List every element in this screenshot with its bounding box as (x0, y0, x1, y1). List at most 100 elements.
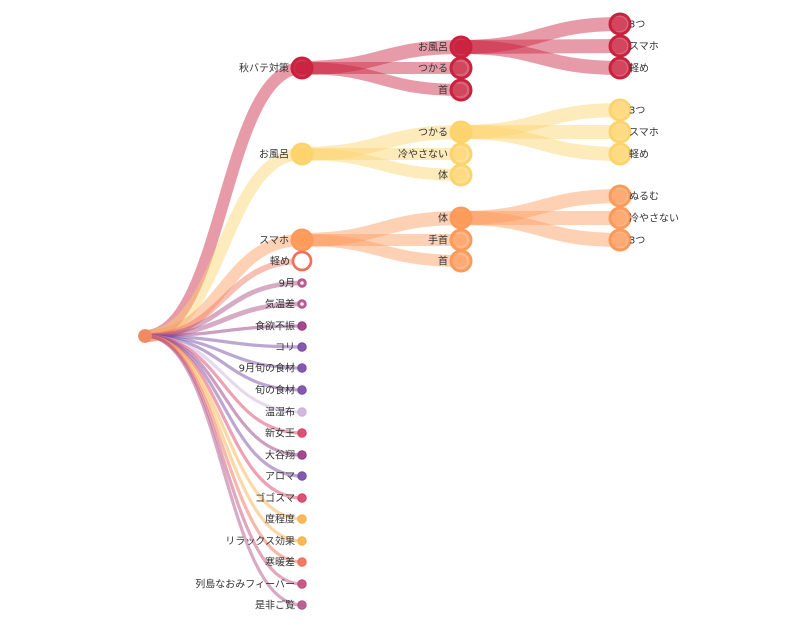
level3-node-2-0-0[interactable]: ぬるむ (608, 184, 659, 208)
level3-node-1-0-2[interactable]: 軽め (608, 142, 649, 166)
level1-node-5-dot-center (300, 302, 304, 306)
level1-node-1[interactable]: お風呂 (259, 142, 314, 166)
level1-node-7-label: コリ (275, 343, 295, 354)
level1-node-15[interactable]: 度程度 (265, 513, 307, 526)
level1-node-4-dot-center (300, 281, 304, 285)
level1-node-14[interactable]: ゴゴスマ (255, 492, 307, 505)
level2-node-1-2-dot[interactable] (449, 163, 473, 187)
level3-node-1-0-1[interactable]: スマホ (608, 120, 659, 144)
level2-node-2-1[interactable]: 手首 (428, 228, 473, 252)
level1-node-16-dot[interactable] (297, 536, 307, 546)
level1-node-0-dot[interactable] (290, 56, 314, 80)
level1-node-16-label: リラックス効果 (225, 535, 295, 548)
level3-node-2-0-2-dot[interactable] (608, 228, 632, 252)
level1-node-18-dot[interactable] (297, 579, 307, 589)
level1-node-8[interactable]: 9月旬の食材 (239, 362, 307, 375)
level2-node-1-0[interactable]: つかる (418, 120, 473, 144)
link-l1-0-2 (296, 62, 467, 96)
level1-node-10-label: 温湿布 (265, 407, 295, 419)
level1-node-0[interactable]: 秋バテ対策 (239, 56, 314, 80)
level1-node-13[interactable]: アロマ (265, 471, 307, 483)
level1-node-14-label: ゴゴスマ (255, 492, 295, 505)
level2-node-0-1-dot[interactable] (449, 56, 473, 80)
level1-node-13-label: アロマ (265, 472, 295, 483)
level1-node-7[interactable]: コリ (275, 342, 307, 354)
level2-node-1-1-dot[interactable] (449, 142, 473, 166)
level2-node-1-0-dot[interactable] (449, 120, 473, 144)
level1-node-18-label: 列島なおみフィーバー (195, 578, 295, 591)
level3-node-0-0-2[interactable]: 軽め (608, 56, 649, 80)
level3-node-0-0-0-label: 3つ (629, 20, 645, 31)
level1-node-19-dot[interactable] (297, 600, 307, 610)
level1-node-12-label: 大谷翔 (265, 449, 295, 462)
level1-node-17[interactable]: 寒暖差 (265, 556, 307, 569)
link-l2-1-0-2 (454, 125, 627, 161)
level3-node-0-0-0[interactable]: 3つ (608, 12, 645, 36)
level2-node-0-2[interactable]: 首 (438, 78, 473, 102)
level3-node-1-0-1-label: スマホ (629, 127, 659, 139)
level3-node-1-0-0-dot[interactable] (608, 98, 632, 122)
level2-node-2-2-label: 首 (438, 255, 448, 268)
level3-node-0-0-1-dot[interactable] (608, 34, 632, 58)
level1-node-16[interactable]: リラックス効果 (225, 535, 307, 548)
level1-node-7-dot[interactable] (297, 342, 307, 352)
tree-nodes[interactable]: 秋バテ対策お風呂スマホ軽め9月気温差食欲不振コリ9月旬の食材旬の食材温湿布新女王… (138, 12, 679, 612)
level3-node-0-0-1[interactable]: スマホ (608, 34, 659, 58)
level3-node-1-0-1-dot[interactable] (608, 120, 632, 144)
level2-node-2-1-dot[interactable] (449, 228, 473, 252)
level1-node-6-dot[interactable] (297, 321, 307, 331)
level2-node-2-2[interactable]: 首 (438, 249, 473, 273)
level1-node-15-dot[interactable] (297, 514, 307, 524)
level1-node-15-label: 度程度 (265, 513, 295, 526)
level1-node-19-label: 是非ご覧 (255, 599, 295, 612)
level3-node-2-0-0-dot[interactable] (608, 184, 632, 208)
level1-node-6-label: 食欲不振 (255, 320, 295, 333)
level3-node-2-0-1[interactable]: 冷やさない (608, 206, 679, 230)
level2-node-2-2-dot[interactable] (449, 249, 473, 273)
level1-node-1-dot[interactable] (290, 142, 314, 166)
level1-node-9[interactable]: 旬の食材 (255, 384, 307, 397)
level1-node-2-dot[interactable] (290, 228, 314, 252)
root-node-dot[interactable] (138, 329, 152, 343)
level2-node-0-0-dot[interactable] (449, 35, 473, 59)
level3-node-2-0-2[interactable]: 3つ (608, 228, 645, 252)
level1-node-17-label: 寒暖差 (265, 556, 295, 569)
level1-node-4[interactable]: 9月 (279, 278, 307, 290)
level2-node-1-0-label: つかる (418, 127, 448, 139)
level1-node-12-dot[interactable] (297, 450, 307, 460)
level2-node-1-2-label: 体 (438, 170, 448, 182)
level1-node-11-dot[interactable] (297, 428, 307, 438)
level2-node-2-0[interactable]: 体 (438, 206, 473, 230)
level1-node-3[interactable]: 軽め (270, 250, 313, 272)
level3-node-0-0-0-dot[interactable] (608, 12, 632, 36)
level2-node-2-0-dot[interactable] (449, 206, 473, 230)
level1-node-10-dot[interactable] (297, 407, 307, 417)
level3-node-0-0-2-dot[interactable] (608, 56, 632, 80)
level1-node-2[interactable]: スマホ (259, 228, 314, 252)
link-l2-0-0-2 (454, 40, 627, 75)
level2-node-0-1[interactable]: つかる (418, 56, 473, 80)
level2-node-1-1[interactable]: 冷やさない (398, 142, 473, 166)
level1-node-19[interactable]: 是非ご覧 (255, 599, 307, 612)
level2-node-0-2-dot[interactable] (449, 78, 473, 102)
level1-node-0-label: 秋バテ対策 (239, 62, 289, 75)
link-l1-1-0 (295, 125, 468, 161)
level1-node-8-dot[interactable] (297, 363, 307, 373)
level1-node-13-dot[interactable] (297, 471, 307, 481)
level1-node-12[interactable]: 大谷翔 (265, 449, 307, 462)
level3-node-1-0-2-dot[interactable] (608, 142, 632, 166)
level1-node-17-dot[interactable] (297, 557, 307, 567)
level1-node-11[interactable]: 新女王 (265, 427, 307, 440)
link-l2-2-0-0 (454, 189, 627, 225)
level1-node-18[interactable]: 列島なおみフィーバー (195, 578, 307, 591)
level3-node-1-0-0[interactable]: 3つ (608, 98, 645, 122)
level3-node-2-0-1-dot[interactable] (608, 206, 632, 230)
level1-node-9-dot[interactable] (297, 385, 307, 395)
level1-node-14-dot[interactable] (297, 493, 307, 503)
level2-node-1-2[interactable]: 体 (438, 163, 473, 187)
level1-node-6[interactable]: 食欲不振 (255, 320, 307, 333)
level1-node-5[interactable]: 気温差 (265, 298, 307, 311)
level1-node-3-dot[interactable] (291, 250, 313, 272)
level1-node-10[interactable]: 温湿布 (265, 407, 307, 419)
root-node[interactable] (138, 329, 152, 343)
